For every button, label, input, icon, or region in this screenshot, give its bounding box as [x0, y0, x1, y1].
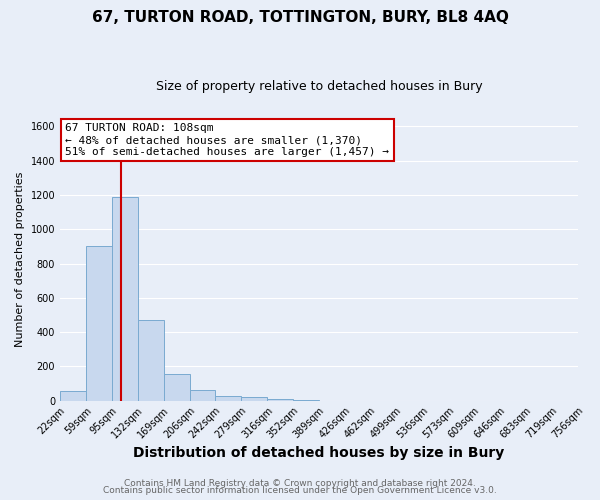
Bar	[241, 397, 268, 400]
Y-axis label: Number of detached properties: Number of detached properties	[15, 172, 25, 347]
Bar	[190, 390, 215, 400]
Text: Contains HM Land Registry data © Crown copyright and database right 2024.: Contains HM Land Registry data © Crown c…	[124, 478, 476, 488]
Bar	[112, 196, 137, 400]
Text: 67, TURTON ROAD, TOTTINGTON, BURY, BL8 4AQ: 67, TURTON ROAD, TOTTINGTON, BURY, BL8 4…	[92, 10, 508, 25]
Bar	[215, 396, 241, 400]
Bar	[137, 320, 164, 400]
Text: Contains public sector information licensed under the Open Government Licence v3: Contains public sector information licen…	[103, 486, 497, 495]
Bar	[268, 399, 293, 400]
Title: Size of property relative to detached houses in Bury: Size of property relative to detached ho…	[155, 80, 482, 93]
Bar	[86, 246, 112, 400]
Bar	[164, 374, 190, 400]
Text: 67 TURTON ROAD: 108sqm
← 48% of detached houses are smaller (1,370)
51% of semi-: 67 TURTON ROAD: 108sqm ← 48% of detached…	[65, 124, 389, 156]
Bar	[60, 391, 86, 400]
X-axis label: Distribution of detached houses by size in Bury: Distribution of detached houses by size …	[133, 446, 505, 460]
